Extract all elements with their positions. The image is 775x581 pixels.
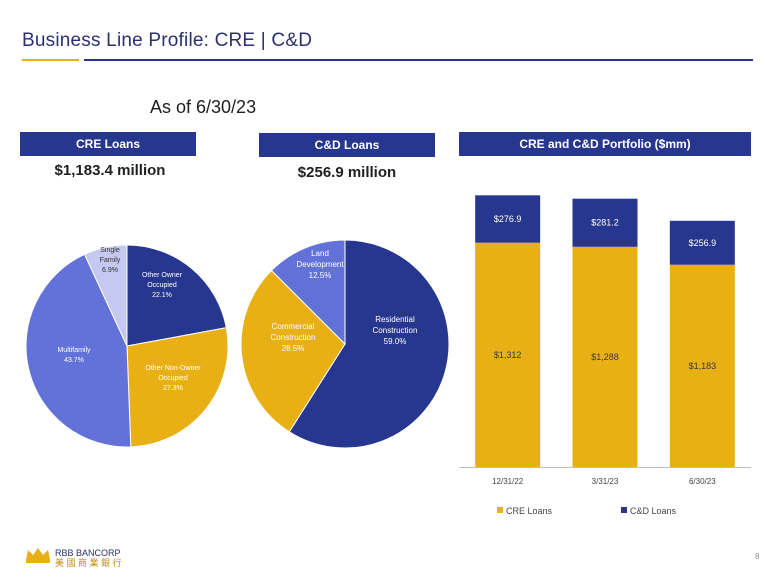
- legend-swatch-1: [621, 507, 627, 513]
- bar-label-1-0: $276.9: [494, 214, 522, 224]
- bar-0-0: [475, 242, 541, 467]
- bar-xtick-1: 3/31/23: [592, 477, 619, 486]
- rbb-crown-logo-icon: [24, 546, 52, 569]
- pie2-label-0-1: Construction: [373, 326, 418, 335]
- pie1-label-0-2: 22.1%: [152, 292, 172, 299]
- logo-name: RBB BANCORP: [55, 548, 121, 558]
- company-logo-text: RBB BANCORP 美 國 商 業 銀 行: [55, 548, 122, 568]
- pie2-label-1-0: Commercial: [272, 322, 315, 331]
- bar-xtick-2: 6/30/23: [689, 477, 716, 486]
- pie2-label-1-2: 28.5%: [282, 344, 305, 353]
- page-title: Business Line Profile: CRE | C&D: [22, 30, 313, 51]
- pie2-slice-0: [288, 239, 450, 449]
- pie1-slice-0: [126, 244, 227, 347]
- pie1-label-3-0: Single: [100, 247, 120, 254]
- title-underline-gold: [22, 59, 79, 61]
- legend-label-0: CRE Loans: [506, 506, 553, 516]
- pie1-label-3-1: Family: [100, 257, 121, 264]
- legend-swatch-0: [497, 507, 503, 513]
- title-underline-navy: [84, 59, 753, 61]
- cre-loans-total: $1,183.4 million: [54, 162, 166, 179]
- bar-0-2: [669, 264, 735, 467]
- portfolio-header: CRE and C&D Portfolio ($mm): [459, 132, 751, 156]
- pie1-label-3-2: 6.9%: [102, 267, 118, 274]
- page-number: 8: [755, 552, 760, 561]
- bar-1-2: [669, 220, 735, 265]
- bar-label-1-1: $281.2: [591, 218, 619, 228]
- as-of-date: As of 6/30/23: [150, 97, 257, 117]
- logo-chinese: 美 國 商 業 銀 行: [55, 558, 122, 568]
- pie1-label-1-0: Other Non-Owner: [145, 365, 201, 372]
- bar-1-1: [572, 198, 638, 247]
- pie1-label-0-1: Occupied: [147, 282, 177, 289]
- bar-label-0-0: $1,312: [494, 350, 522, 360]
- bar-1-0: [475, 195, 541, 243]
- pie2-label-0-0: Residential: [375, 315, 415, 324]
- pie2-label-2-2: 12.5%: [309, 271, 332, 280]
- pie1-label-2-0: Multifamily: [57, 347, 91, 354]
- pie2-slice-2: [270, 239, 346, 346]
- pie2-label-2-1: Development: [296, 260, 344, 269]
- bar-label-0-1: $1,288: [591, 352, 619, 362]
- bar-0-1: [572, 246, 638, 467]
- cd-loans-total: $256.9 million: [297, 164, 397, 181]
- pie2-label-1-1: Construction: [271, 333, 316, 342]
- pie1-slice-1: [126, 327, 229, 448]
- pie2-slice-1: [240, 269, 346, 433]
- legend-label-1: C&D Loans: [630, 506, 677, 516]
- bar-label-1-2: $256.9: [689, 238, 717, 248]
- pie1-slice-2: [25, 253, 132, 448]
- bar-label-0-2: $1,183: [689, 361, 717, 371]
- pie1-label-1-2: 27.3%: [163, 385, 183, 392]
- pie1-label-2-1: 43.7%: [64, 357, 84, 364]
- bar-xtick-0: 12/31/22: [492, 477, 524, 486]
- pie2-label-2-0: Land: [311, 249, 329, 258]
- pie1-label-1-1: Occupied: [158, 375, 188, 382]
- pie1-label-0-0: Other Owner: [142, 272, 183, 279]
- cd-loans-header: C&D Loans: [259, 133, 435, 157]
- pie2-label-0-2: 59.0%: [384, 337, 407, 346]
- pie1-slice-3: [83, 244, 128, 347]
- cre-loans-header: CRE Loans: [20, 132, 196, 156]
